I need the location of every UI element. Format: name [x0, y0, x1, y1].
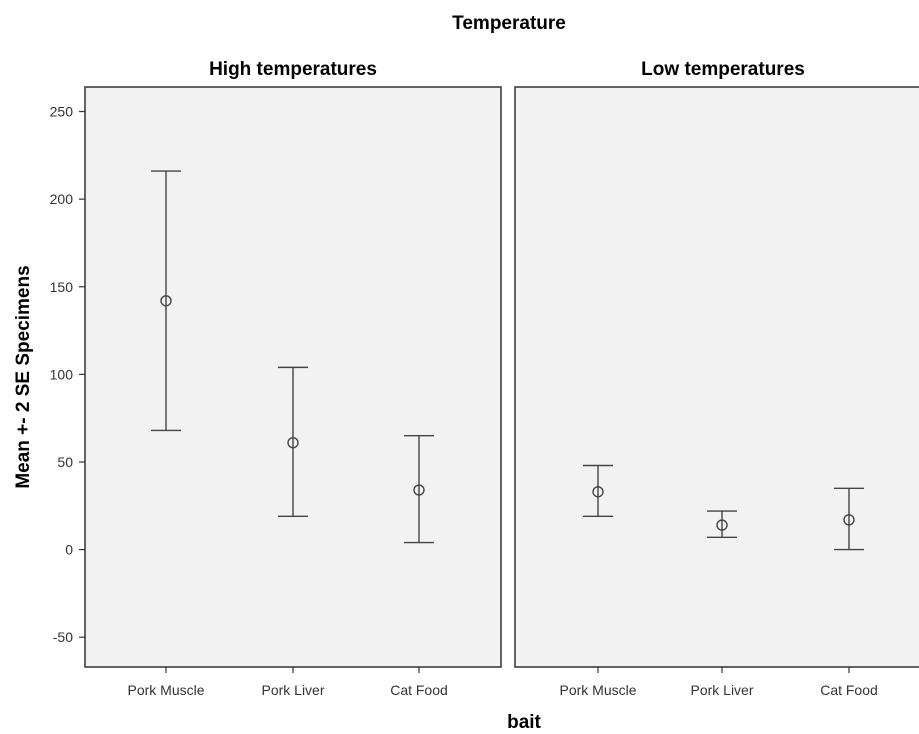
x-tick-label-1-2: Cat Food [820, 682, 878, 698]
error-bar-0-1 [278, 366, 308, 518]
y-axis: 250 200 150 100 50 0 -50 [50, 104, 85, 645]
x-tick-label-0-2: Cat Food [390, 682, 448, 698]
x-axis-label: bait [507, 712, 541, 733]
mean-marker [287, 437, 299, 449]
error-bar-1-2 [834, 487, 864, 551]
x-axis: Pork Muscle Pork Liver Cat Food Pork Muscle… [127, 667, 878, 698]
error-bar-1-0 [583, 464, 613, 518]
error-bar-1-1 [707, 510, 737, 539]
panel-frame-low [514, 86, 919, 668]
x-tick-label-0-1: Pork Liver [261, 682, 324, 698]
panel-title-high: High temperatures [209, 59, 377, 80]
y-tick-label-6: -50 [53, 629, 73, 645]
mean-marker [592, 486, 604, 498]
x-tick-label-1-1: Pork Liver [690, 682, 753, 698]
panel-title-low: Low temperatures [641, 59, 805, 80]
y-tick-label-3: 100 [50, 366, 74, 382]
x-tick-label-1-0: Pork Muscle [559, 682, 636, 698]
x-tick-label-0-0: Pork Muscle [127, 682, 204, 698]
mean-marker [843, 514, 855, 526]
mean-marker [413, 484, 425, 496]
y-tick-label-2: 150 [50, 279, 74, 295]
error-bars [151, 170, 864, 551]
y-tick-label-1: 200 [50, 191, 74, 207]
mean-marker [160, 295, 172, 307]
y-axis-label: Mean +- 2 SE Specimens [13, 265, 34, 488]
y-tick-label-4: 50 [57, 454, 73, 470]
y-tick-label-0: 250 [50, 104, 74, 120]
mean-marker [716, 519, 728, 531]
error-bar-0-2 [404, 435, 434, 544]
chart-title: Temperature [452, 13, 566, 34]
y-tick-label-5: 0 [65, 542, 73, 558]
error-bar-0-0 [151, 170, 181, 432]
